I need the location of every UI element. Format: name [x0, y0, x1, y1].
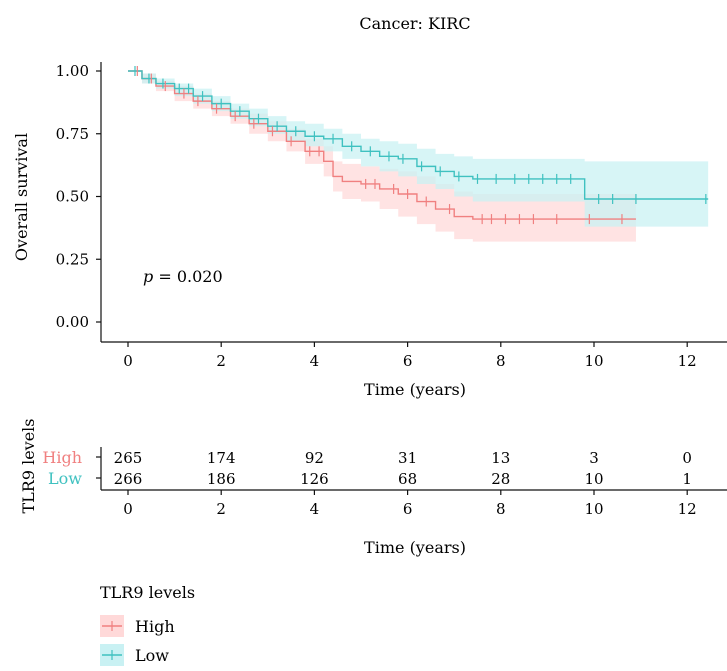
risk-count-low: 68 [398, 470, 417, 488]
risk-count-high: 92 [305, 449, 324, 467]
chart-title: Cancer: KIRC [359, 14, 470, 33]
risk-table-axis-label: TLR9 levels [19, 418, 38, 513]
risk-count-high: 31 [398, 449, 417, 467]
risk-table-x-tick-labels: 0 2 4 6 8 10 12 [123, 490, 697, 518]
x-tick-label: 6 [403, 352, 413, 370]
risk-count-low: 1 [682, 470, 692, 488]
y-tick-label: 1.00 [56, 62, 89, 80]
risk-count-low: 28 [491, 470, 510, 488]
legend-title: TLR9 levels [100, 583, 195, 602]
risk-x-tick-label: 8 [496, 500, 506, 518]
risk-table-values: 265 174 92 31 13 3 0 266 186 126 68 28 10 1 [114, 449, 692, 488]
y-tick-labels: 0.00 0.25 0.50 0.75 1.00 [56, 62, 101, 331]
x-tick-label: 0 [123, 352, 133, 370]
risk-x-tick-label: 12 [678, 500, 697, 518]
risk-x-tick-label: 6 [403, 500, 413, 518]
risk-x-tick-label: 10 [584, 500, 603, 518]
ci-band-low [128, 71, 709, 227]
legend-label-high: High [135, 617, 175, 636]
p-value: = 0.020 [158, 267, 222, 286]
censor-marks [134, 66, 707, 225]
risk-row-label-high: High [42, 448, 82, 467]
x-tick-label: 8 [496, 352, 506, 370]
p-label: p [143, 267, 153, 286]
y-tick-label: 0.75 [56, 125, 89, 143]
risk-count-high: 0 [682, 449, 692, 467]
y-axis-label: Overall survival [12, 133, 31, 261]
risk-count-high: 174 [207, 449, 236, 467]
x-tick-labels: 0 2 4 6 8 10 12 [123, 342, 697, 370]
y-tick-label: 0.00 [56, 313, 89, 331]
x-tick-label: 2 [216, 352, 226, 370]
risk-count-low: 266 [114, 470, 143, 488]
confidence-bands [128, 71, 709, 242]
x-axis-label: Time (years) [364, 380, 466, 399]
risk-table-x-axis-label: Time (years) [364, 538, 466, 557]
x-tick-label: 4 [310, 352, 320, 370]
x-tick-label: 10 [584, 352, 603, 370]
risk-x-tick-label: 0 [123, 500, 133, 518]
risk-count-high: 265 [114, 449, 143, 467]
risk-count-low: 126 [300, 470, 329, 488]
risk-count-low: 186 [207, 470, 236, 488]
legend-label-low: Low [135, 646, 169, 665]
y-tick-label: 0.25 [56, 250, 89, 268]
y-tick-label: 0.50 [56, 188, 89, 206]
risk-row-label-low: Low [48, 469, 82, 488]
legend: High Low [100, 615, 175, 666]
risk-count-high: 13 [491, 449, 510, 467]
risk-count-low: 10 [584, 470, 603, 488]
risk-x-tick-label: 2 [216, 500, 226, 518]
x-tick-label: 12 [678, 352, 697, 370]
p-value-annotation: p = 0.020 [143, 267, 223, 286]
survival-line-high [128, 70, 636, 220]
risk-x-tick-label: 4 [310, 500, 320, 518]
risk-count-high: 3 [589, 449, 599, 467]
